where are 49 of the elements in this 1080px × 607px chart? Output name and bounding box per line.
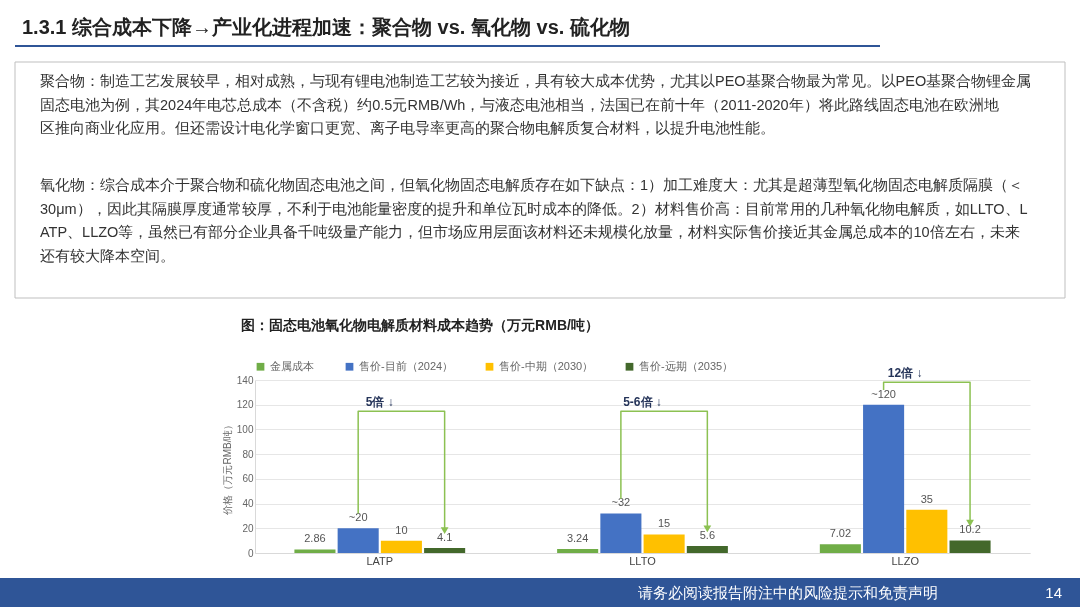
y-tick-label: 60	[242, 473, 254, 485]
data-label: ~20	[348, 511, 368, 524]
data-label: 7.02	[829, 527, 852, 540]
data-label: 35	[920, 492, 933, 505]
legend-label: 售价-目前（2024）	[359, 359, 454, 372]
bar	[949, 540, 991, 553]
x-tick-label: LATP	[366, 554, 394, 567]
bar	[863, 404, 905, 553]
y-tick-label: 40	[242, 498, 254, 510]
bar	[294, 549, 336, 553]
bar	[380, 540, 422, 553]
bar	[819, 544, 861, 553]
text: 12倍 ↓	[887, 366, 923, 381]
y-tick-label: 20	[242, 522, 254, 534]
data-label: 10	[395, 523, 408, 536]
bar	[557, 549, 599, 553]
data-label: ~120	[871, 387, 896, 400]
x-tick-label: LLTO	[629, 554, 657, 567]
text: 聚合物：制造工艺发展较早，相对成熟，与现有锂电池制造工艺较为接近，具有较大成本优势，尤其以PEO基聚合物最为常见。以PEO基聚合物锂金属固态电池为例，其2024年电芯总成本（不含税）约0.5元RMB/Wh，与液态电池相当，法国已在前十年（2011-2020年）将此路线固态电池在欧洲地区推向商业化应用。但还需设计电化学窗口更宽、离子电导率更高的聚合物电解质复合材料，以提升电池性能。	[40, 73, 1032, 136]
text: 14	[1045, 584, 1062, 601]
x-tick-label: LLZO	[891, 554, 920, 567]
y-axis-title: 价格（万元RMB/吨）	[221, 419, 233, 516]
data-label: 3.24	[566, 532, 589, 544]
y-tick-label: 120	[236, 399, 254, 411]
data-label: 10.2	[959, 523, 981, 536]
bar	[600, 513, 642, 553]
y-tick-label: 100	[236, 423, 254, 435]
data-label: 15	[657, 517, 671, 530]
bar	[337, 528, 379, 553]
legend-label: 售价-中期（2030）	[499, 359, 594, 372]
text: 氧化物：综合成本介于聚合物和硫化物固态电池之间，但氧化物固态电解质存在如下缺点：1）加工难度大：尤其是超薄型氧化物固态电解质隔膜（＜30μm），因此其隔膜厚度通常较厚，不利于电池能量密度的提升和单位瓦时成本的降低。2）材料售价高：目前常用的几种氧化物电解质，如LLTO、LATP、LLZO等，虽然已有部分企业具备千吨级量产能力，但市场应用层面该材料还未规模化放量，材料实际售价接近其金属总成本的10倍左右，未来还有较大降本空间。	[40, 177, 1028, 264]
chart-subtitle: 图：固态电池氧化物电解质材料成本趋势（万元RMB/吨）	[241, 317, 599, 333]
bar	[686, 546, 728, 553]
bar	[906, 509, 948, 553]
y-tick-label: 0	[247, 547, 254, 559]
bar	[424, 547, 466, 553]
data-label: 4.1	[436, 530, 453, 543]
bar	[643, 534, 685, 553]
legend-label: 金属成本	[270, 359, 314, 372]
data-label: ~32	[611, 496, 631, 509]
y-tick-label: 140	[236, 374, 254, 386]
annotation: 5-6倍 ↓	[623, 395, 662, 410]
chart-title: 1.3.1 综合成本下降→产业化进程加速：聚合物 vs. 氧化物 vs. 硫化物	[22, 16, 630, 38]
annotation: 5倍 ↓	[365, 395, 394, 410]
data-label: 2.86	[304, 532, 326, 545]
text: 请务必阅读报告附注中的风险提示和免责声明	[638, 584, 938, 601]
legend-label: 售价-远期（2035）	[639, 359, 734, 372]
data-label: 5.6	[699, 529, 715, 542]
y-tick-label: 80	[242, 448, 254, 460]
